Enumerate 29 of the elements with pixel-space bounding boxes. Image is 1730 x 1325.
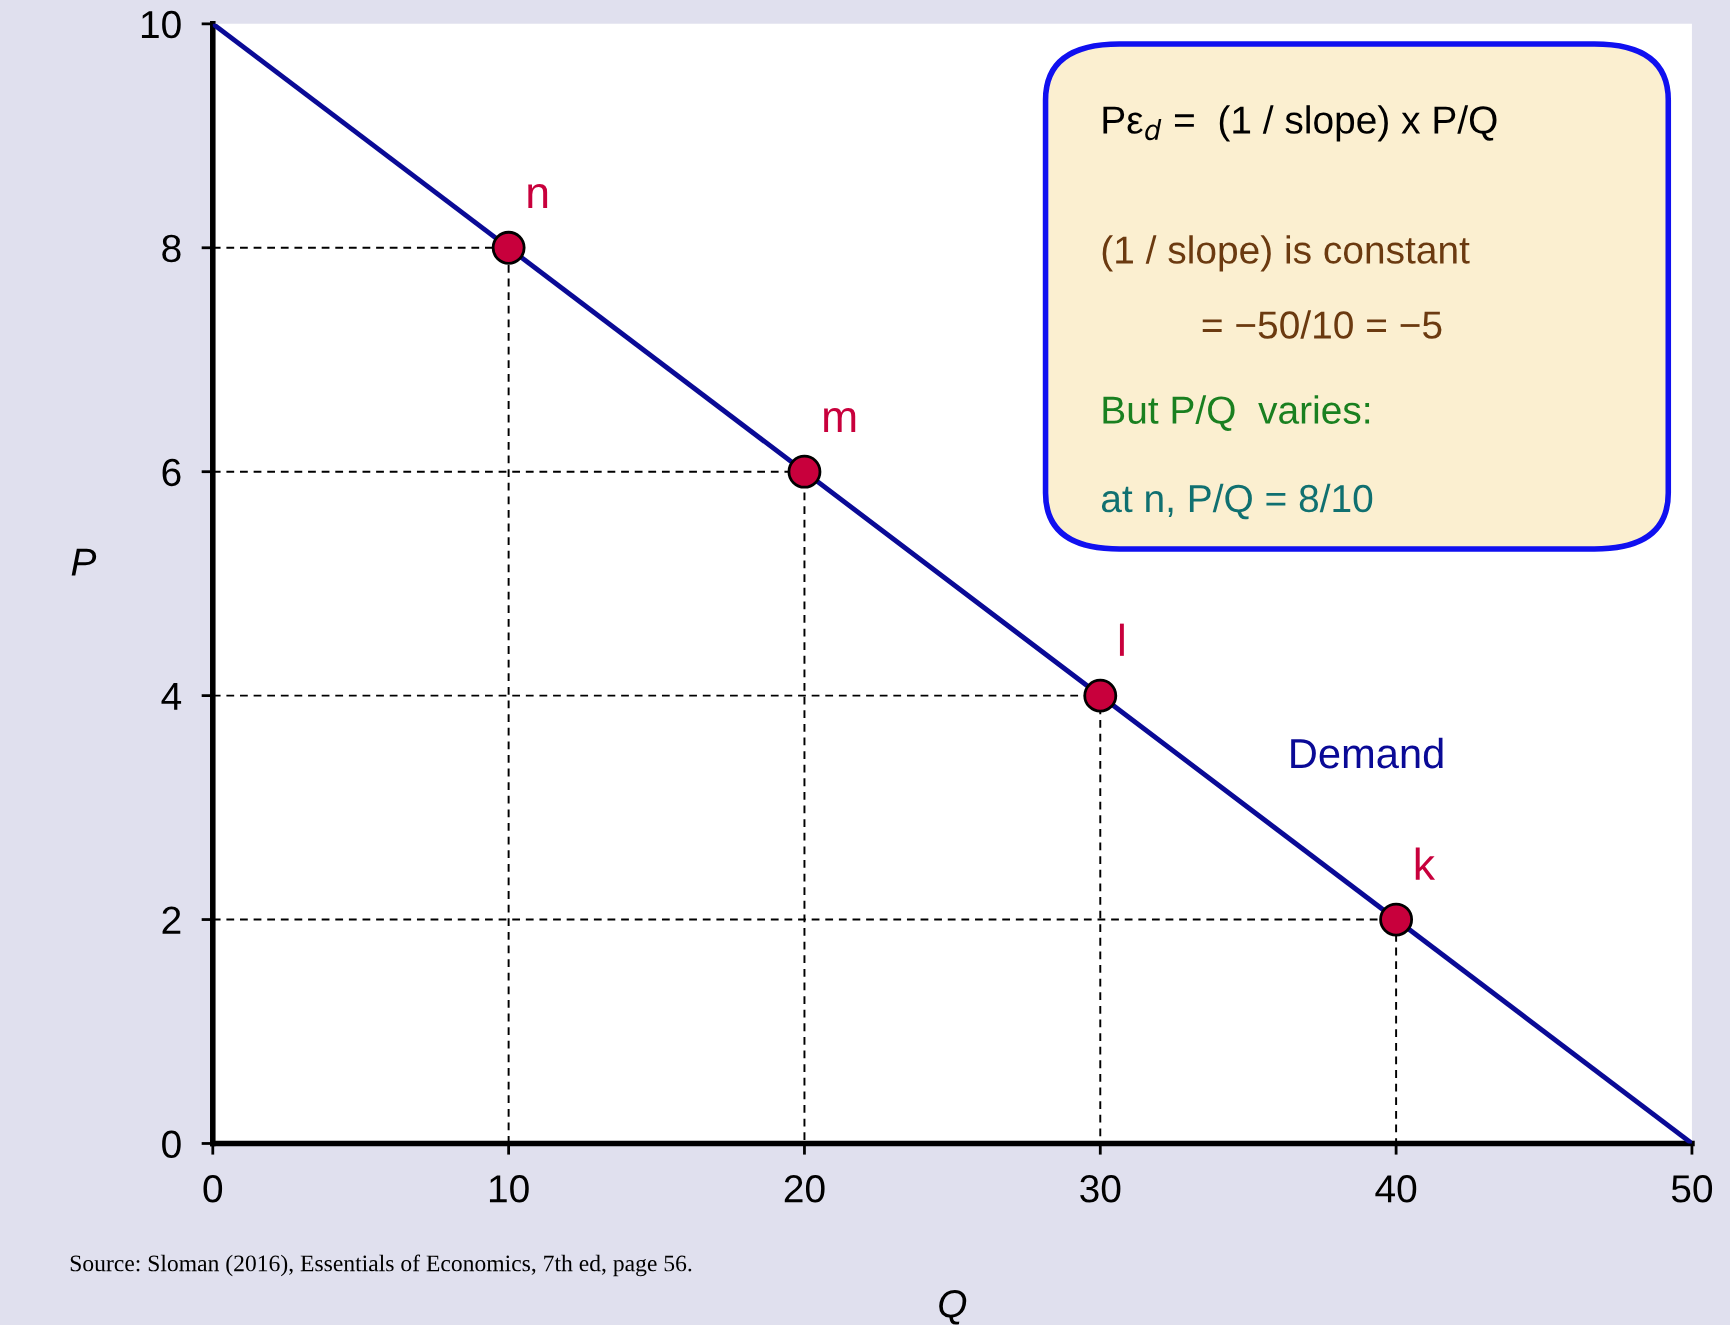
point	[1083, 678, 1118, 713]
annotation: Pε$_{d}$ = (1 / slope) x P/Q	[1103, 105, 1497, 142]
series-label: Demand	[1291, 737, 1443, 769]
annotation: l	[1119, 623, 1124, 656]
annotation: k	[1415, 847, 1436, 880]
y-tick-label: 0	[162, 1130, 181, 1158]
y-tick-label: 8	[162, 234, 181, 263]
annotation: (1 / slope) is constant	[1102, 235, 1470, 272]
annotation: But P/Q varies:	[1103, 395, 1370, 431]
point	[787, 454, 822, 489]
y-tick-label: 4	[161, 682, 182, 710]
x-tick-label: 50	[1671, 1175, 1713, 1203]
y-tick-label: 2	[162, 906, 181, 934]
y-tick-label: 10	[141, 10, 181, 39]
x-tick-label: 10	[489, 1175, 529, 1203]
x-tick-label: 20	[784, 1175, 825, 1203]
annotation: = −50/10 = −5	[1202, 310, 1442, 339]
x-tick-label: 30	[1080, 1175, 1121, 1203]
x-tick-label: 40	[1375, 1175, 1417, 1203]
point	[491, 230, 526, 265]
x-axis-title: Q	[939, 1290, 967, 1325]
y-tick-label: 6	[162, 458, 181, 487]
annotation: at n, P/Q = 8/10	[1101, 483, 1373, 520]
point	[1379, 902, 1414, 937]
annotation: m	[824, 408, 856, 432]
x-tick-label: 0	[203, 1175, 223, 1203]
annotation: n	[528, 184, 548, 208]
y-axis-title: P	[71, 548, 97, 576]
source-note: Source: Sloman (2016), Essentials of Economics, 7th ed, page 56.	[70, 1254, 692, 1277]
